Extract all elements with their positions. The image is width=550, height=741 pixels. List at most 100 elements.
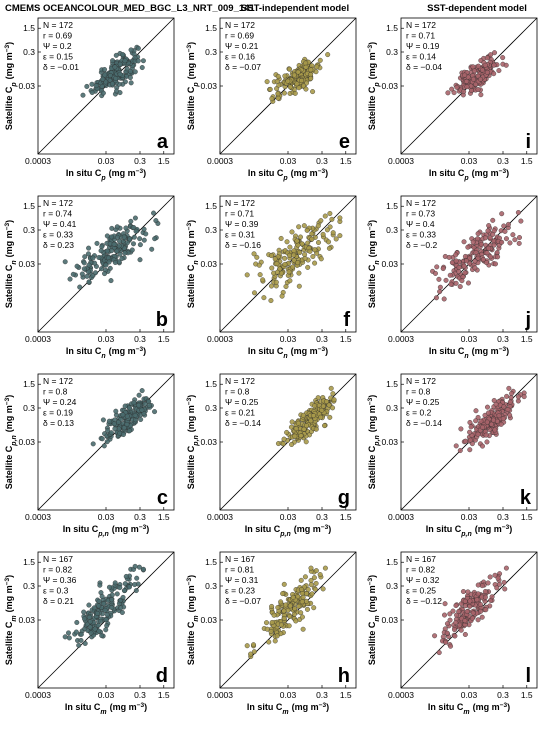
- data-point: [287, 614, 293, 619]
- data-point: [516, 240, 522, 246]
- data-point: [124, 421, 130, 427]
- data-point: [505, 221, 511, 227]
- data-point: [96, 255, 102, 260]
- panel-letter: g: [338, 487, 350, 509]
- data-point: [282, 73, 288, 79]
- data-point: [122, 250, 128, 256]
- x-tick-label: 0.0003: [388, 512, 414, 522]
- data-point: [124, 66, 130, 72]
- data-point: [310, 254, 316, 259]
- data-point: [120, 594, 126, 600]
- x-axis-label: In situ Cm (mg m−3): [247, 702, 329, 716]
- data-point: [292, 606, 298, 612]
- data-point: [299, 587, 305, 593]
- data-point: [472, 258, 478, 264]
- y-tick-label: 0.3: [205, 225, 217, 235]
- y-tick-label: 0.03: [200, 615, 217, 625]
- data-point: [82, 616, 87, 622]
- data-point: [515, 394, 521, 400]
- x-tick-label: 1.5: [158, 512, 170, 522]
- stat-line: δ = 0.13: [43, 418, 74, 428]
- y-tick-label: 0.03: [18, 437, 35, 447]
- data-point: [464, 609, 470, 615]
- y-tick-label: 1.5: [23, 201, 35, 211]
- data-point: [437, 289, 443, 295]
- data-point: [491, 242, 497, 248]
- data-point: [464, 78, 470, 84]
- stat-line: r = 0.82: [43, 565, 72, 575]
- data-point: [309, 591, 315, 597]
- data-point: [140, 566, 146, 572]
- panel-f: 0.0003 0.03 0.03 0.3 0.3 1.5 1.5 In situ Cn (mg …: [186, 195, 357, 360]
- y-tick-label: 0.3: [23, 581, 35, 591]
- data-point: [453, 258, 459, 264]
- data-point: [252, 290, 257, 296]
- data-point: [305, 264, 311, 270]
- y-tick-label: 0.03: [200, 81, 217, 91]
- y-axis-label: Satellite Cm(mg m−3): [4, 575, 18, 665]
- x-tick-label: 1.5: [158, 690, 170, 700]
- data-point: [313, 580, 319, 586]
- data-point: [480, 424, 486, 430]
- data-point: [269, 265, 275, 271]
- data-point: [269, 603, 275, 609]
- data-point: [86, 614, 92, 620]
- y-axis-label: Satellite Cp(mg m−3): [4, 42, 18, 130]
- data-point: [309, 231, 315, 237]
- data-point: [492, 572, 498, 578]
- data-point: [74, 263, 80, 269]
- data-point: [492, 261, 498, 267]
- data-point: [131, 234, 137, 240]
- data-point: [86, 279, 92, 285]
- data-point: [320, 403, 326, 409]
- data-point: [459, 278, 465, 284]
- panel-j: 0.0003 0.03 0.03 0.3 0.3 1.5 1.5 In situ Cn (mg …: [367, 195, 538, 360]
- data-point: [281, 436, 287, 442]
- x-tick-label: 0.3: [497, 156, 509, 166]
- y-tick-label: 1.5: [205, 557, 217, 567]
- data-point: [472, 265, 478, 271]
- data-point: [132, 215, 138, 221]
- data-point: [302, 255, 308, 261]
- data-point: [102, 271, 108, 277]
- data-point: [518, 218, 524, 224]
- data-point: [480, 257, 486, 262]
- stat-line: ε = 0.31: [225, 230, 255, 240]
- data-point: [451, 90, 457, 96]
- data-point: [101, 601, 107, 607]
- x-tick-label: 0.03: [461, 334, 478, 344]
- stat-line: δ = −0.14: [225, 418, 261, 428]
- data-point: [502, 228, 508, 234]
- data-point: [86, 602, 92, 608]
- x-tick-label: 0.3: [316, 512, 328, 522]
- data-point: [484, 55, 490, 61]
- data-point: [139, 407, 145, 413]
- data-point: [456, 609, 462, 615]
- data-point: [299, 614, 305, 620]
- data-point: [464, 84, 470, 90]
- y-axis-label: Satellite Cm(mg m−3): [367, 575, 381, 665]
- data-point: [502, 586, 508, 592]
- data-point: [127, 236, 133, 242]
- data-point: [485, 228, 491, 234]
- data-point: [292, 433, 298, 439]
- data-point: [89, 81, 95, 87]
- data-point: [92, 626, 98, 632]
- data-point: [465, 280, 471, 286]
- data-point: [257, 272, 263, 278]
- data-point: [109, 81, 115, 87]
- data-point: [66, 635, 72, 641]
- data-point: [274, 269, 280, 275]
- data-point: [297, 250, 303, 255]
- data-point: [475, 431, 481, 437]
- data-point: [313, 426, 319, 432]
- stat-line: Ψ = 0.36: [43, 575, 77, 585]
- data-point: [251, 251, 257, 257]
- data-point: [116, 426, 122, 432]
- data-point: [280, 441, 286, 447]
- data-point: [515, 210, 521, 215]
- data-point: [485, 580, 491, 586]
- data-point: [106, 584, 112, 590]
- data-point: [279, 293, 285, 299]
- x-tick-label: 0.3: [316, 334, 328, 344]
